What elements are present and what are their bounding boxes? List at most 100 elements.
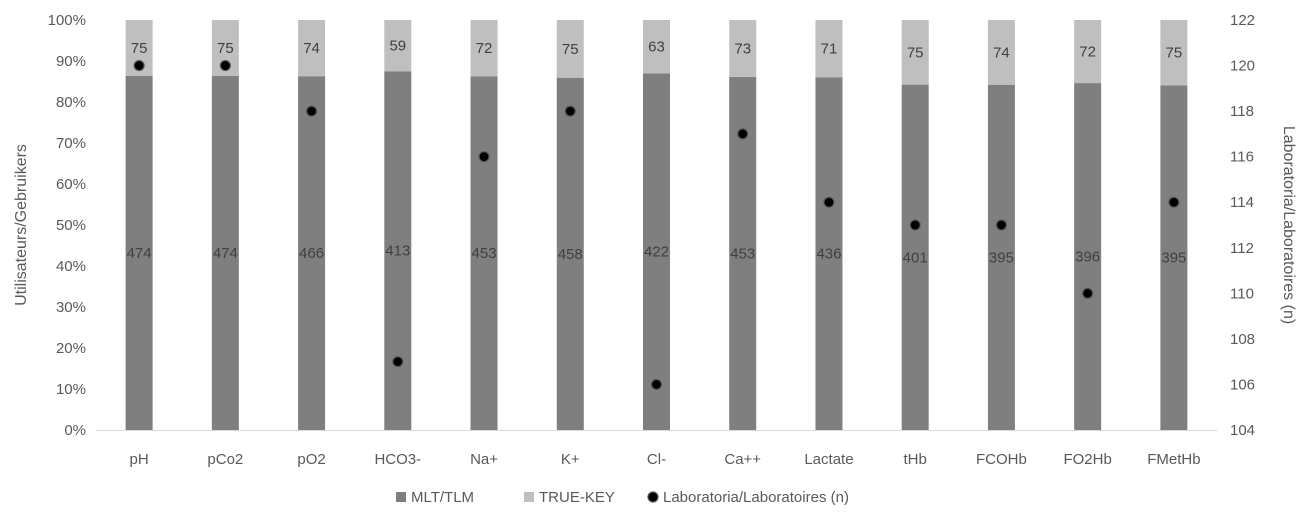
bar-mlt-tlm <box>298 76 326 431</box>
y2-tick-label: 108 <box>1230 331 1255 348</box>
point-laboratoria <box>995 219 1008 231</box>
y-tick-label: 30% <box>56 299 86 316</box>
category-label: Ca++ <box>724 451 761 468</box>
y-tick-label: 10% <box>56 381 86 398</box>
bar-true-key <box>1160 20 1188 86</box>
category-label: HCO3- <box>374 451 421 468</box>
data-label-mlt-tlm: 395 <box>989 249 1014 266</box>
bar-true-key <box>643 20 670 74</box>
category-label: pO2 <box>297 451 325 468</box>
bar-true-key <box>987 20 1015 85</box>
bar-mlt-tlm <box>384 71 412 430</box>
bar-true-key <box>815 20 843 78</box>
data-label-true-key: 75 <box>1166 45 1183 62</box>
y-tick-label: 60% <box>56 176 86 193</box>
y2-tick-label: 122 <box>1230 12 1255 29</box>
bars <box>125 20 1188 431</box>
bar-mlt-tlm <box>901 84 929 431</box>
data-label-true-key: 74 <box>993 44 1010 61</box>
bar-true-key <box>470 20 498 77</box>
data-label-mlt-tlm: 413 <box>385 243 410 260</box>
data-label-mlt-tlm: 422 <box>644 244 669 261</box>
point-laboratoria <box>909 219 921 231</box>
point-laboratoria <box>305 105 318 117</box>
data-label-mlt-tlm: 474 <box>127 245 152 262</box>
legend-label: Laboratoria/Laboratoires (n) <box>663 489 849 506</box>
y2-axis-title: Laboratoria/Laboratoires (n) <box>1280 126 1297 324</box>
data-labels: 474 75 474 75 466 74 413 59 453 72 458 75 422 63 453 73… <box>127 38 1187 267</box>
data-label-true-key: 75 <box>907 44 924 61</box>
point-laboratoria <box>478 151 490 163</box>
category-label: Cl- <box>647 451 666 468</box>
y-tick-label: 40% <box>56 258 86 275</box>
legend-item-true-key: TRUE-KEY <box>524 489 615 506</box>
data-label-mlt-tlm: 436 <box>816 246 841 263</box>
data-label-mlt-tlm: 453 <box>472 245 497 262</box>
y2-tick-label: 120 <box>1230 58 1255 75</box>
bar-mlt-tlm <box>470 76 498 430</box>
data-label-true-key: 75 <box>217 40 234 57</box>
bar-true-key <box>384 20 412 72</box>
data-label-true-key: 71 <box>821 41 838 58</box>
data-label-true-key: 75 <box>131 40 148 57</box>
data-label-true-key: 73 <box>734 40 751 57</box>
data-label-mlt-tlm: 401 <box>903 249 928 266</box>
point-laboratoria <box>133 59 145 72</box>
category-labels: pH pCo2 pO2 HCO3- Na+ K+ Cl- Ca++ Lactate tHb FCOH… <box>130 451 1201 468</box>
data-label-mlt-tlm: 396 <box>1075 249 1100 266</box>
category-label: FO2Hb <box>1063 451 1111 468</box>
bar-mlt-tlm <box>987 84 1015 431</box>
point-laboratoria <box>1082 287 1094 299</box>
category-label: pCo2 <box>207 451 243 468</box>
data-label-true-key: 63 <box>648 39 665 56</box>
bar-true-key <box>556 20 584 78</box>
point-laboratoria <box>564 105 576 117</box>
y2-tick-label: 106 <box>1230 376 1255 393</box>
data-label-true-key: 75 <box>562 41 579 58</box>
category-label: pH <box>130 451 149 468</box>
data-label-mlt-tlm: 453 <box>730 245 755 262</box>
legend-label: MLT/TLM <box>411 489 474 506</box>
bar-true-key <box>901 20 929 85</box>
bar-mlt-tlm <box>1074 83 1102 431</box>
data-label-true-key: 72 <box>476 40 493 57</box>
y-tick-label: 20% <box>56 340 86 357</box>
bar-mlt-tlm <box>815 77 843 431</box>
category-label: Na+ <box>470 451 498 468</box>
category-label: Lactate <box>804 451 853 468</box>
data-label-true-key: 74 <box>303 40 320 57</box>
y-tick-label: 80% <box>56 94 86 111</box>
data-label-true-key: 72 <box>1079 44 1096 61</box>
legend: MLT/TLM TRUE-KEY Laboratoria/Laboratoires … <box>396 489 849 506</box>
y2-tick-label: 114 <box>1230 194 1254 211</box>
bar-true-key <box>1074 20 1102 84</box>
y-axis-title: Utilisateurs/Gebruikers <box>13 144 30 306</box>
points <box>133 59 1180 391</box>
bar-true-key <box>298 20 326 77</box>
bar-mlt-tlm <box>211 76 239 430</box>
legend-marker <box>647 491 659 503</box>
category-label: K+ <box>561 451 580 468</box>
y2-tick-label: 104 <box>1230 422 1255 439</box>
bar-mlt-tlm <box>1160 85 1188 430</box>
y-tick-label: 50% <box>56 217 86 234</box>
data-label-mlt-tlm: 466 <box>299 245 324 262</box>
legend-swatch <box>396 492 406 502</box>
legend-item-mlt-tlm: MLT/TLM <box>396 489 474 506</box>
category-label: FMetHb <box>1147 451 1200 468</box>
point-laboratoria <box>737 128 749 140</box>
data-label-mlt-tlm: 458 <box>558 246 583 263</box>
right-axis-ticks: 104 106 108 110 112 114 116 118 120 122 <box>1230 12 1255 439</box>
y2-tick-label: 116 <box>1230 149 1254 166</box>
bar-true-key <box>729 20 757 77</box>
y-tick-label: 100% <box>48 12 86 29</box>
point-laboratoria <box>1168 196 1180 208</box>
point-laboratoria <box>219 59 231 72</box>
bar-mlt-tlm <box>556 77 584 430</box>
y2-tick-label: 110 <box>1230 285 1254 302</box>
legend-item-laboratoria: Laboratoria/Laboratoires (n) <box>647 489 849 506</box>
legend-label: TRUE-KEY <box>539 489 615 506</box>
data-label-mlt-tlm: 474 <box>213 245 238 262</box>
category-label: FCOHb <box>976 451 1027 468</box>
